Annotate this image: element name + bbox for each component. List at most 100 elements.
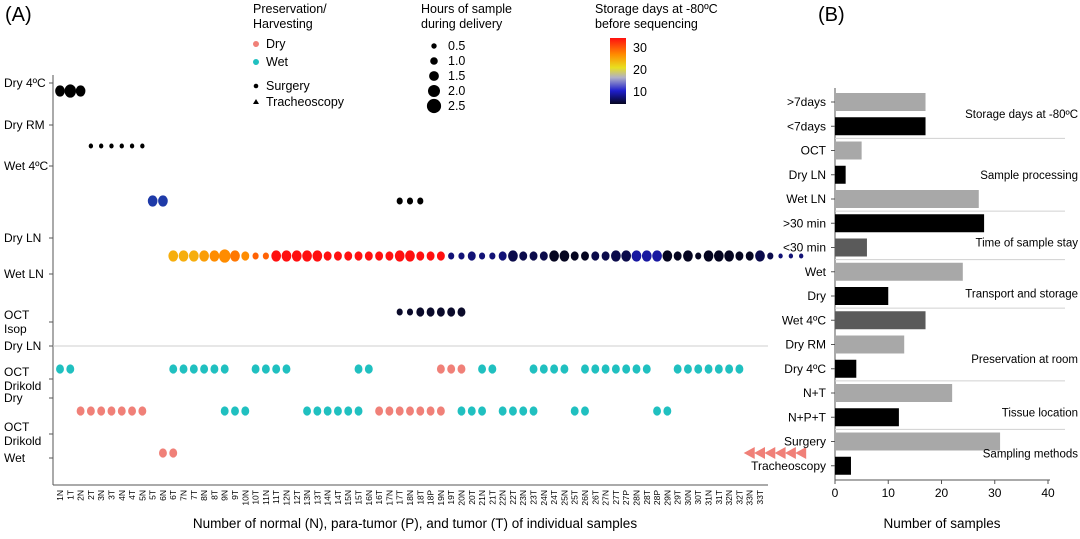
data-point [313,406,322,416]
data-point [323,406,332,416]
bar [835,287,889,305]
panel-b-y-tick: Dry [807,289,826,303]
panel-b-x-tick: 30 [988,486,1002,500]
panel-a-x-tick: 12N [281,490,291,506]
legend-hours-title: Hours of sample during delivery [421,2,512,31]
panel-a-x-tick: 14N [323,490,333,506]
data-point [109,143,114,149]
panel-a-x-tick: 8T [209,490,219,500]
panel-a-x-tick: 24N [539,490,549,506]
panel-a-x-tick: 10T [251,490,261,505]
panel-a-x-tick: 29T [673,490,683,505]
panel-a-x-tick: 12T [292,490,302,505]
panel-a-x-tick: 14T [333,490,343,505]
panel-b-x-title: Number of samples [883,516,1000,531]
data-point [601,251,610,261]
data-point [436,364,445,374]
panel-a: Dry 4ºC Dry RM Wet 4ºC Dry LN Wet LN OCT Isop D… [4,75,807,531]
data-point [56,364,64,374]
panel-a-x-tick: 11N [261,490,271,505]
panel-a-x-tick: 31N [704,490,714,506]
data-point [396,197,403,205]
panel-a-x-tick: 21N [477,490,487,506]
bar [835,456,851,475]
data-point [364,251,373,261]
panel-a-x-tick: 22T [508,490,518,505]
panel-a-x-tick: 30T [693,490,703,505]
panel-a-x-tick: 18T [415,490,425,505]
panel-a-y-tick: Dry LN [4,231,41,245]
data-point [488,364,497,374]
panel-a-x-tick: 6N [158,490,168,501]
bar [835,311,926,330]
panel-a-x-tick: 17N [384,490,394,506]
data-point [354,364,363,374]
data-point [55,85,65,97]
bar [835,93,926,111]
data-point [97,406,106,416]
data-point [519,251,528,261]
data-point [652,250,662,262]
legend-surgery-label: Surgery [266,79,311,93]
data-point [354,251,363,261]
data-point [601,364,610,374]
panel-a-x-tick: 33T [755,490,765,505]
data-point [375,251,384,261]
legend-hours-value: 1.5 [448,69,465,83]
data-point [406,197,414,205]
data-point [778,253,783,259]
panel-a-x-tick: 10N [240,490,250,506]
legend-surgery-marker [253,83,259,89]
data-point [241,251,250,261]
panel-a-x-tick: 15T [354,490,364,505]
data-point [302,250,312,262]
panel-b-y-tick: OCT [801,144,827,158]
panel-a-x-tick: 26T [590,490,600,505]
panel-b-y-tick: <30 min [783,241,826,255]
legend-hours-value: 2.5 [448,99,465,113]
data-point [788,253,794,259]
panel-b-y-tick: Wet [805,265,827,279]
data-point [158,448,167,458]
data-point [147,195,158,207]
data-point [683,364,692,374]
panel-b-group-label: Preservation at room [971,354,1078,366]
data-point [622,364,631,374]
panel-a-y-tick: Dry 4ºC [4,76,46,90]
panel-b-y-tick: <7days [787,119,826,133]
data-point [559,250,570,262]
data-point [725,364,734,374]
data-point [344,251,353,261]
data-point [458,252,465,260]
data-point [416,251,425,261]
data-point [694,364,703,374]
panel-b-label: (B) [818,4,845,26]
data-point [703,250,714,262]
panel-a-x-tick: 15N [343,490,353,506]
legend-preservation-title: Preservation/Harvesting [253,2,327,31]
data-point [467,251,476,261]
legend-storage: Storage days at -80ºC before sequencing 3… [595,2,718,104]
panel-a-x-tick: 28N [631,490,641,506]
data-point [735,251,744,261]
panel-b-x-tick: 0 [832,486,839,500]
data-point [395,406,404,416]
data-point [478,252,486,260]
data-point [508,250,518,262]
data-point [673,251,682,261]
data-point [673,364,682,374]
data-point [581,251,589,261]
data-point [570,251,579,261]
bar [835,432,1001,451]
data-point [188,250,199,262]
data-point [621,250,632,262]
data-point [591,364,600,374]
data-point [714,364,723,374]
panel-b-group-label: Sampling methods [983,449,1078,461]
data-point [436,251,445,261]
legend-hours-marker [429,71,439,81]
legend-hours-marker [430,57,438,65]
panel-a-x-tick: 18P [426,490,436,505]
panel-b-group-label: Transport and storage [965,289,1078,301]
bar [835,141,862,160]
